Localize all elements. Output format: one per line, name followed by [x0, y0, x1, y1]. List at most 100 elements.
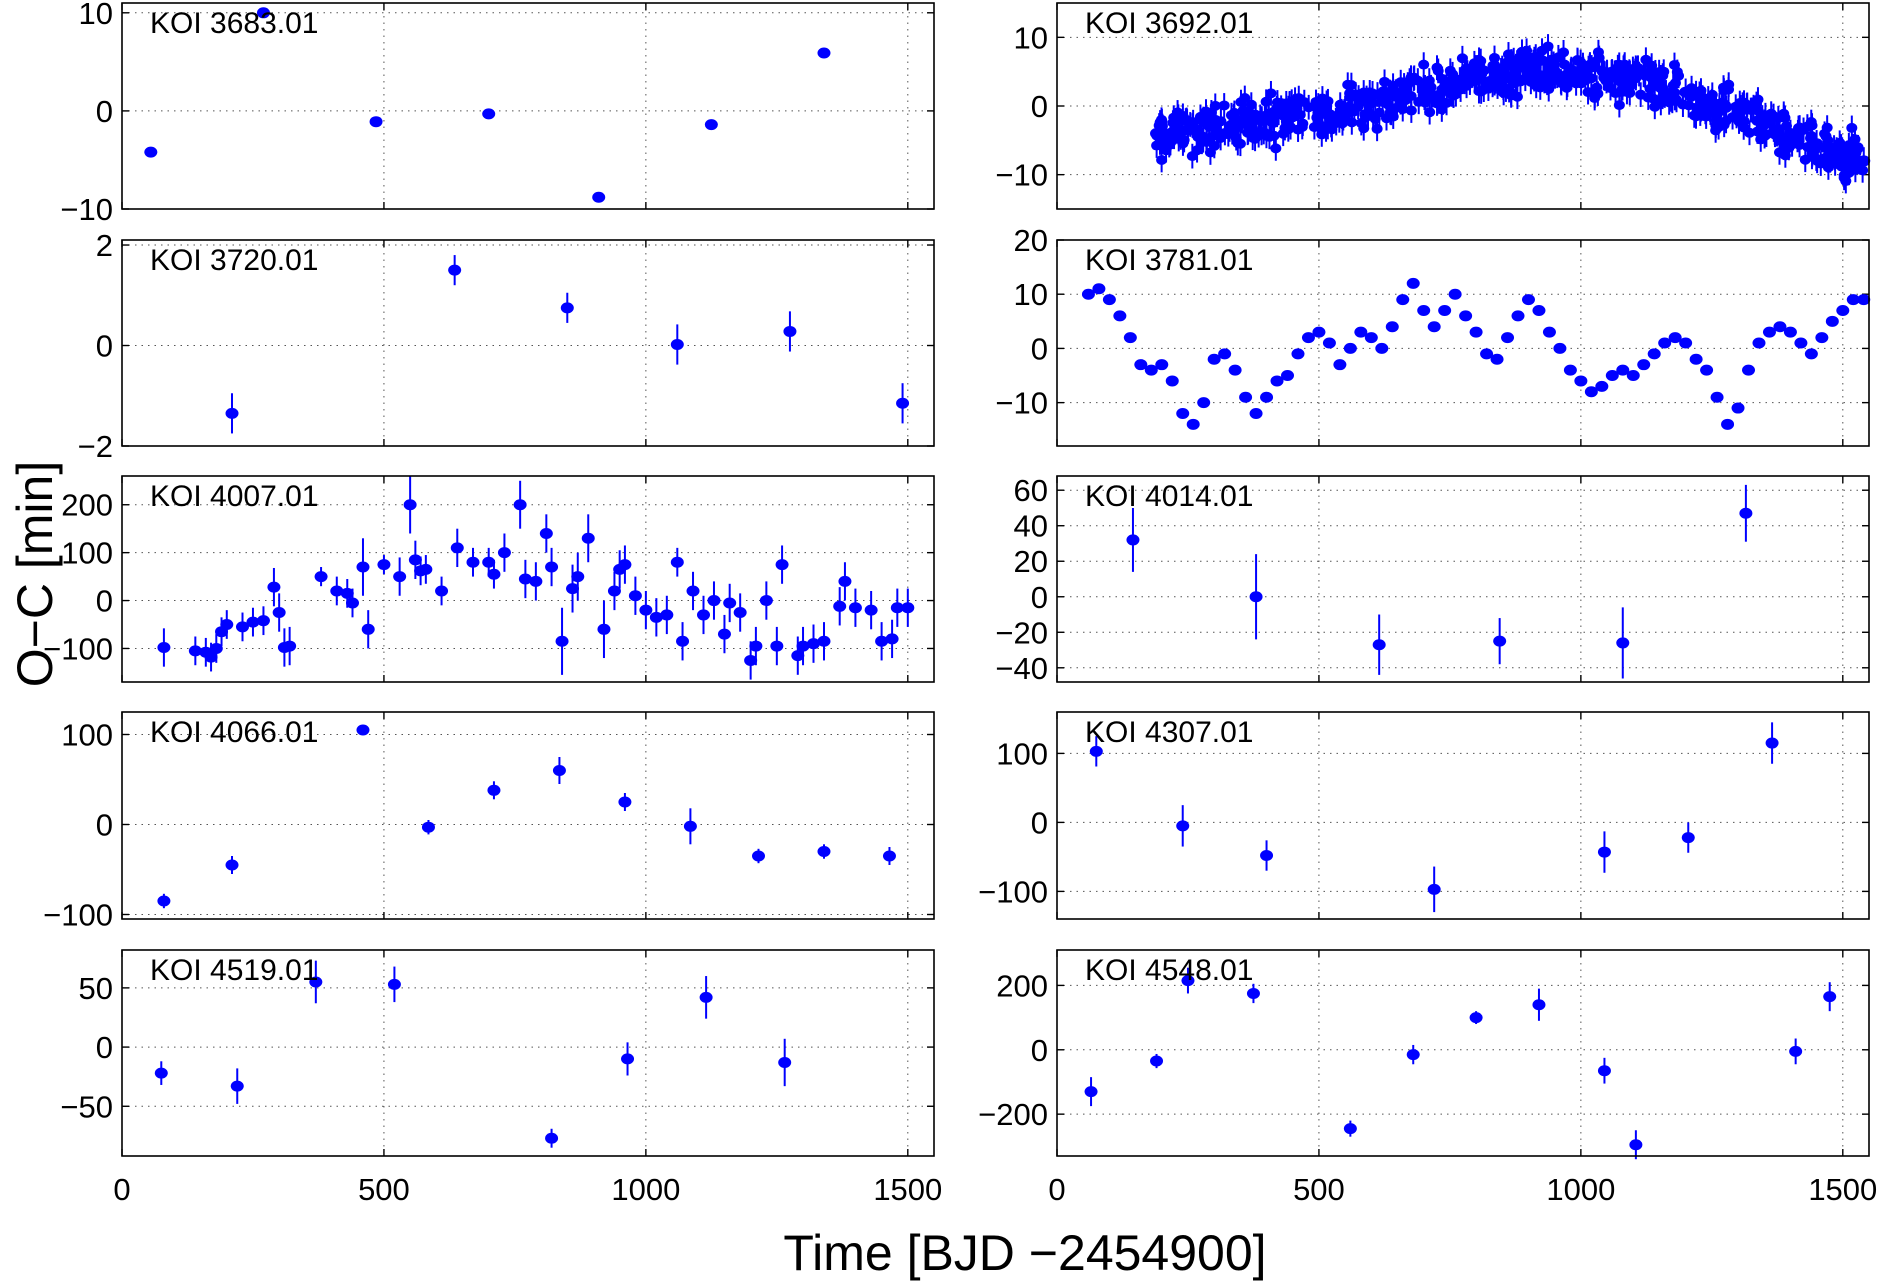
y-tick-label: 20 [1014, 223, 1048, 258]
data-point [1804, 348, 1818, 360]
data-point [670, 556, 684, 568]
data-point [778, 1056, 792, 1068]
data-point [890, 602, 904, 614]
y-tick-label: −50 [60, 1089, 113, 1124]
data-point [1846, 294, 1860, 306]
y-tick-label: 0 [96, 1030, 113, 1065]
data-point [1490, 353, 1504, 365]
data-point [1605, 370, 1619, 382]
data-point [1552, 52, 1564, 63]
data-point [1438, 304, 1452, 316]
y-tick-label: 60 [1014, 473, 1048, 508]
data-point [267, 581, 281, 593]
data-point [209, 642, 223, 654]
data-point [1397, 104, 1409, 115]
data-point [225, 859, 239, 871]
data-point [1517, 60, 1529, 71]
data-point [1375, 342, 1389, 354]
data-point [225, 407, 239, 419]
data-point [1469, 1012, 1483, 1024]
panel-title: KOI 4066.01 [150, 716, 318, 749]
data-point [1417, 304, 1431, 316]
panel-title: KOI 4014.01 [1085, 480, 1253, 513]
y-tick-label: 0 [1031, 580, 1048, 615]
data-point [1396, 294, 1410, 306]
x-tick-label: 0 [1048, 1172, 1065, 1207]
plot-frame [1056, 239, 1870, 447]
y-tick-label: 100 [61, 536, 113, 571]
data-point [487, 568, 501, 580]
panel-koi-3692-01: −10 0 10 KOI 3692.01 [995, 2, 1871, 210]
data-point [1333, 115, 1345, 126]
data-point [144, 146, 158, 158]
data-point [749, 640, 763, 652]
data-point [1277, 105, 1289, 116]
data-point [1350, 89, 1362, 100]
data-point [1849, 164, 1861, 175]
data-point [1461, 80, 1473, 91]
data-point [1281, 370, 1295, 382]
data-point [518, 573, 532, 585]
data-point [1644, 83, 1656, 94]
data-point [1177, 110, 1189, 121]
data-point [1809, 145, 1821, 156]
data-point [1354, 326, 1368, 338]
data-point [1406, 277, 1420, 289]
data-point [1480, 348, 1494, 360]
plot-frame [121, 239, 935, 447]
y-tick-label: 2 [96, 228, 113, 263]
data-point [1793, 128, 1805, 139]
data-point [1765, 737, 1779, 749]
data-point [896, 397, 910, 409]
panel-koi-4066-01: −100 0 100 KOI 4066.01 [43, 711, 935, 933]
x-tick-label: 1500 [1808, 1172, 1877, 1207]
data-point [1174, 126, 1186, 137]
data-point [235, 621, 249, 633]
data-point [230, 1080, 244, 1092]
data-point [1385, 321, 1399, 333]
data-point [1246, 987, 1260, 999]
data-point [717, 628, 731, 640]
data-point [1436, 104, 1448, 115]
data-point [246, 616, 260, 628]
panel-title: KOI 3781.01 [1085, 244, 1253, 277]
data-point [1592, 47, 1604, 58]
data-point [1683, 100, 1695, 111]
data-point [759, 595, 773, 607]
data-point [1260, 850, 1274, 862]
panel-koi-4007-01: −100 0 100 200 KOI 4007.01 [43, 475, 935, 683]
data-point [204, 651, 218, 663]
data-point [356, 724, 370, 736]
data-point [408, 554, 422, 566]
y-tick-label: 200 [61, 488, 113, 523]
data-point [482, 108, 496, 120]
panel-title: KOI 3692.01 [1085, 7, 1253, 40]
panel-title: KOI 4548.01 [1085, 954, 1253, 987]
data-point [1752, 105, 1764, 116]
data-point [621, 1053, 635, 1065]
panel-koi-3781-01: −10 0 10 20 KOI 3781.01 [995, 223, 1871, 447]
data-point [1447, 69, 1459, 80]
data-point [1553, 342, 1567, 354]
y-tick-label: 20 [1014, 544, 1048, 579]
y-tick-label: −100 [978, 874, 1048, 909]
data-point [1081, 288, 1095, 300]
data-point [545, 561, 559, 573]
data-point [340, 587, 354, 599]
data-point [1610, 88, 1622, 99]
data-point [560, 302, 574, 314]
data-point [1371, 123, 1383, 134]
data-point [482, 556, 496, 568]
data-point [283, 640, 297, 652]
data-point [1613, 67, 1625, 78]
data-point [1668, 332, 1682, 344]
data-point [1857, 294, 1871, 306]
data-point [1597, 1065, 1611, 1077]
data-point [1658, 66, 1670, 77]
data-point [1181, 975, 1195, 987]
data-point [618, 796, 632, 808]
data-point [1574, 375, 1588, 387]
data-point [1690, 88, 1702, 99]
data-point [1532, 304, 1546, 316]
data-point [1438, 82, 1450, 93]
